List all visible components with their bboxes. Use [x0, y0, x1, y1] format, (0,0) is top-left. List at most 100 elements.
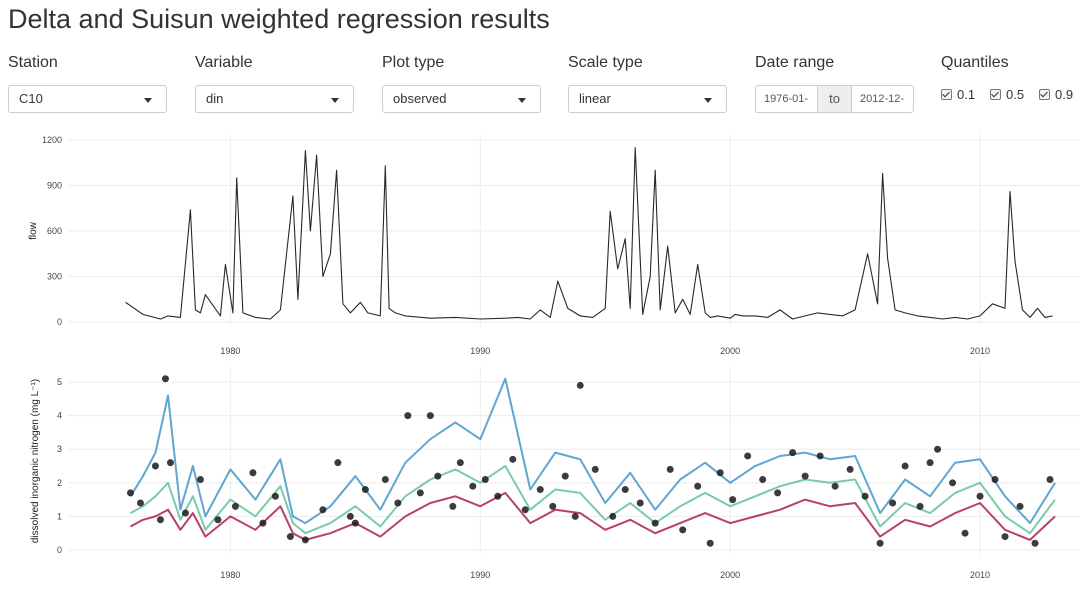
- observation-point: [759, 475, 767, 483]
- page-title: Delta and Suisun weighted regression res…: [8, 4, 550, 34]
- observation-point: [706, 539, 714, 547]
- x-tick-label: 2000: [720, 570, 740, 580]
- observation-point: [259, 519, 267, 527]
- series-line-0.5: [130, 465, 1056, 535]
- date-range-separator: to: [818, 85, 851, 113]
- scale-type-select[interactable]: linear: [568, 85, 727, 113]
- observation-point: [729, 496, 737, 504]
- y-tick-label: 900: [47, 181, 62, 191]
- observation-point: [426, 412, 434, 420]
- observation-point: [334, 459, 342, 467]
- observation-point: [716, 469, 724, 477]
- observation-point: [916, 502, 924, 510]
- observation-point: [249, 469, 257, 477]
- observation-point: [1001, 533, 1009, 541]
- observation-point: [381, 475, 389, 483]
- observation-point: [934, 445, 942, 453]
- observation-point: [694, 482, 702, 490]
- quantile-checkbox-0.9[interactable]: 0.9: [1039, 87, 1073, 102]
- observation-point: [846, 465, 854, 473]
- scale-type-label: Scale type: [568, 54, 643, 71]
- observation-point: [181, 509, 189, 517]
- observation-point: [126, 489, 134, 497]
- chevron-down-icon: [144, 98, 152, 103]
- quantile-checkbox-0.1[interactable]: 0.1: [941, 87, 975, 102]
- observation-point: [166, 459, 174, 467]
- observation-point: [271, 492, 279, 500]
- variable-value: din: [206, 91, 224, 106]
- observation-point: [136, 499, 144, 507]
- observation-point: [801, 472, 809, 480]
- observation-point: [816, 452, 824, 460]
- observation-point: [456, 459, 464, 467]
- chevron-down-icon: [518, 98, 526, 103]
- observation-point: [666, 465, 674, 473]
- observation-point: [636, 499, 644, 507]
- variable-label: Variable: [195, 54, 253, 71]
- observation-point: [196, 475, 204, 483]
- station-label: Station: [8, 54, 58, 71]
- observation-point: [394, 499, 402, 507]
- observation-point: [1016, 502, 1024, 510]
- quantile-label: 0.9: [1055, 87, 1074, 102]
- scale-type-value: linear: [579, 91, 611, 106]
- observation-point: [561, 472, 569, 480]
- observation-point: [231, 502, 239, 510]
- y-tick-label: 0: [57, 545, 62, 555]
- plot-type-value: observed: [393, 91, 447, 106]
- observation-point: [156, 516, 164, 524]
- y-tick-label: 3: [57, 444, 62, 454]
- observation-point: [536, 486, 544, 494]
- observation-point: [286, 533, 294, 541]
- y-tick-label: 4: [57, 411, 62, 421]
- observation-point: [214, 516, 222, 524]
- x-tick-label: 1980: [220, 346, 240, 356]
- chevron-down-icon: [704, 98, 712, 103]
- y-axis-label: flow: [28, 221, 39, 240]
- observation-point: [301, 536, 309, 544]
- quantile-label: 0.1: [957, 87, 976, 102]
- observation-point: [151, 462, 159, 470]
- date-range-label: Date range: [755, 54, 835, 71]
- observation-point: [991, 475, 999, 483]
- observation-point: [521, 506, 529, 514]
- observation-point: [361, 486, 369, 494]
- date-end-input[interactable]: 2012-12-: [851, 85, 914, 113]
- quantile-checkbox-0.5[interactable]: 0.5: [990, 87, 1024, 102]
- x-tick-label: 1990: [470, 570, 490, 580]
- checkbox-checked-icon: [990, 89, 1001, 100]
- observation-point: [404, 412, 412, 420]
- observation-point: [434, 472, 442, 480]
- observation-point: [449, 502, 457, 510]
- observation-point: [549, 502, 557, 510]
- x-tick-label: 1980: [220, 570, 240, 580]
- observation-point: [571, 512, 579, 520]
- y-axis-label: dissolved inorganic nitrogen (mg L⁻¹): [30, 379, 41, 543]
- observation-point: [774, 489, 782, 497]
- chevron-down-icon: [331, 98, 339, 103]
- quantile-label: 0.5: [1006, 87, 1025, 102]
- quantiles-label: Quantiles: [941, 54, 1009, 71]
- y-tick-label: 0: [57, 317, 62, 327]
- series-line-0.9: [129, 377, 1056, 525]
- station-select[interactable]: C10: [8, 85, 167, 113]
- y-tick-label: 1: [57, 511, 62, 521]
- observation-point: [469, 482, 477, 490]
- observation-point: [651, 519, 659, 527]
- observation-point: [416, 489, 424, 497]
- plot-type-select[interactable]: observed: [382, 85, 541, 113]
- observation-point: [889, 499, 897, 507]
- observation-point: [494, 492, 502, 500]
- observation-point: [591, 465, 599, 473]
- observation-point: [789, 449, 797, 457]
- y-tick-label: 600: [47, 226, 62, 236]
- observation-point: [576, 381, 584, 389]
- station-value: C10: [19, 91, 43, 106]
- observation-point: [609, 512, 617, 520]
- x-tick-label: 2010: [970, 346, 990, 356]
- chart-panel-2: 0 1 2 3 4 5 1980 1990 2000 2010 dissolved inorgani…: [30, 366, 1080, 580]
- observation-point: [351, 519, 359, 527]
- observation-point: [876, 539, 884, 547]
- variable-select[interactable]: din: [195, 85, 354, 113]
- date-start-input[interactable]: 1976-01-: [755, 85, 818, 113]
